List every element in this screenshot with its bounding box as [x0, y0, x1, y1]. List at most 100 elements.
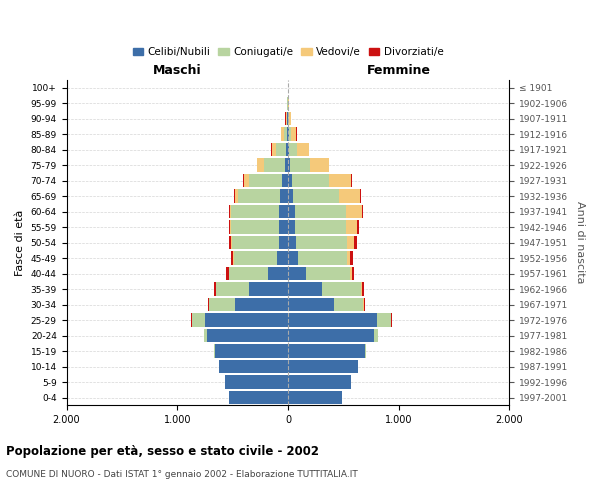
- Bar: [288, 298, 334, 311]
- Bar: [374, 329, 377, 342]
- Bar: [288, 360, 358, 373]
- Bar: [229, 220, 230, 234]
- Bar: [346, 205, 362, 218]
- Bar: [292, 174, 329, 187]
- Bar: [346, 220, 357, 234]
- Bar: [277, 252, 288, 264]
- Bar: [288, 252, 298, 264]
- Bar: [232, 220, 279, 234]
- Legend: Celibi/Nubili, Coniugati/e, Vedovi/e, Divorziati/e: Celibi/Nubili, Coniugati/e, Vedovi/e, Di…: [128, 42, 448, 61]
- Bar: [339, 190, 360, 202]
- Bar: [288, 205, 295, 218]
- Bar: [235, 298, 288, 311]
- Bar: [205, 314, 288, 326]
- Bar: [391, 314, 392, 326]
- Bar: [277, 143, 286, 156]
- Bar: [310, 158, 329, 172]
- Bar: [286, 112, 287, 125]
- Bar: [288, 282, 322, 296]
- Bar: [268, 267, 288, 280]
- Bar: [215, 344, 288, 358]
- Bar: [230, 220, 232, 234]
- Bar: [263, 158, 284, 172]
- Text: Maschi: Maschi: [153, 64, 202, 76]
- Bar: [216, 282, 249, 296]
- Bar: [232, 205, 279, 218]
- Bar: [282, 174, 288, 187]
- Bar: [278, 236, 288, 249]
- Bar: [238, 190, 280, 202]
- Bar: [230, 205, 232, 218]
- Bar: [232, 236, 278, 249]
- Bar: [357, 220, 359, 234]
- Bar: [248, 174, 282, 187]
- Bar: [214, 282, 216, 296]
- Bar: [322, 282, 361, 296]
- Bar: [295, 205, 346, 218]
- Bar: [231, 252, 233, 264]
- Bar: [290, 158, 310, 172]
- Bar: [229, 236, 232, 249]
- Bar: [226, 267, 229, 280]
- Bar: [354, 236, 357, 249]
- Bar: [334, 298, 363, 311]
- Y-axis label: Fasce di età: Fasce di età: [15, 210, 25, 276]
- Bar: [288, 267, 305, 280]
- Bar: [296, 236, 347, 249]
- Bar: [207, 329, 288, 342]
- Bar: [298, 252, 347, 264]
- Bar: [295, 220, 346, 234]
- Bar: [361, 282, 362, 296]
- Bar: [284, 128, 287, 140]
- Bar: [350, 267, 352, 280]
- Bar: [350, 252, 353, 264]
- Bar: [288, 314, 377, 326]
- Bar: [286, 143, 288, 156]
- Bar: [288, 158, 290, 172]
- Bar: [280, 190, 288, 202]
- Bar: [288, 220, 295, 234]
- Bar: [288, 174, 292, 187]
- Bar: [362, 205, 364, 218]
- Bar: [229, 205, 230, 218]
- Bar: [352, 267, 355, 280]
- Bar: [288, 391, 342, 404]
- Bar: [220, 360, 288, 373]
- Bar: [225, 376, 288, 388]
- Bar: [297, 143, 309, 156]
- Bar: [293, 190, 339, 202]
- Bar: [347, 252, 350, 264]
- Bar: [289, 128, 291, 140]
- Text: Femmine: Femmine: [367, 64, 431, 76]
- Text: COMUNE DI NUORO - Dati ISTAT 1° gennaio 2002 - Elaborazione TUTTITALIA.IT: COMUNE DI NUORO - Dati ISTAT 1° gennaio …: [6, 470, 358, 479]
- Bar: [279, 205, 288, 218]
- Bar: [288, 376, 351, 388]
- Bar: [288, 344, 365, 358]
- Bar: [288, 190, 293, 202]
- Bar: [205, 329, 207, 342]
- Bar: [364, 298, 365, 311]
- Bar: [191, 314, 205, 326]
- Bar: [244, 174, 248, 187]
- Bar: [360, 190, 361, 202]
- Bar: [249, 282, 288, 296]
- Bar: [288, 329, 374, 342]
- Bar: [305, 267, 350, 280]
- Bar: [287, 128, 288, 140]
- Bar: [281, 128, 284, 140]
- Bar: [257, 158, 263, 172]
- Bar: [288, 128, 289, 140]
- Bar: [288, 236, 296, 249]
- Bar: [233, 252, 277, 264]
- Bar: [377, 314, 391, 326]
- Bar: [235, 190, 238, 202]
- Bar: [362, 282, 364, 296]
- Bar: [288, 143, 289, 156]
- Bar: [279, 220, 288, 234]
- Text: Popolazione per età, sesso e stato civile - 2002: Popolazione per età, sesso e stato civil…: [6, 445, 319, 458]
- Bar: [347, 236, 354, 249]
- Bar: [272, 143, 277, 156]
- Bar: [208, 298, 209, 311]
- Bar: [291, 128, 296, 140]
- Bar: [289, 112, 290, 125]
